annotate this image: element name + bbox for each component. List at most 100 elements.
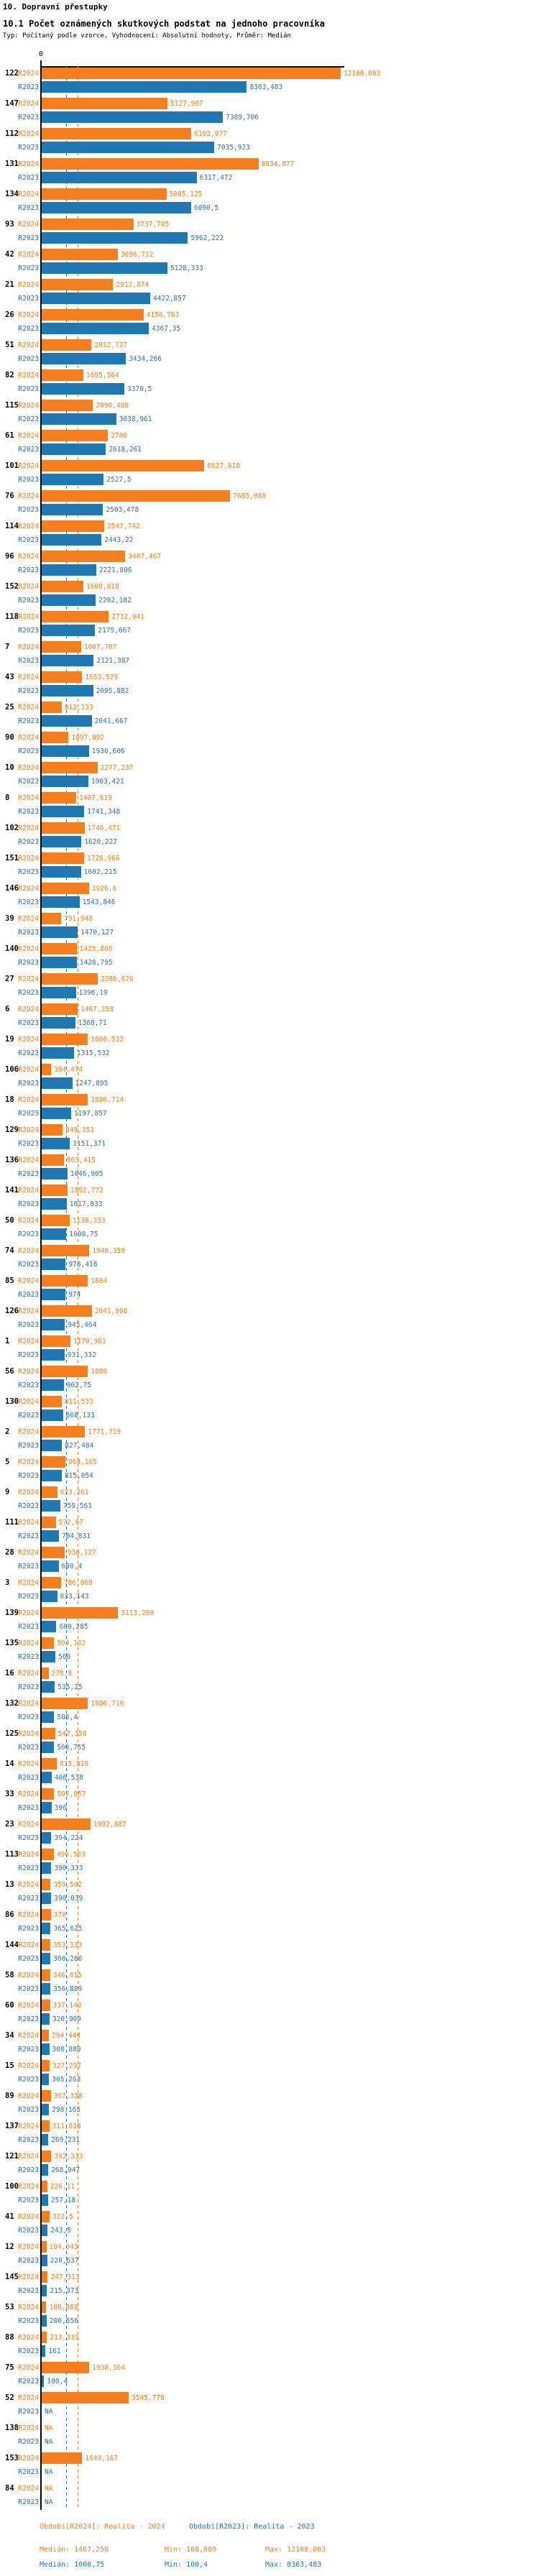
series-label-r2023: R2023 [18, 597, 39, 604]
category-label: 18 [5, 1095, 14, 1104]
series-label-r2024: R2024 [18, 2122, 39, 2130]
bar-r2024 [42, 68, 341, 79]
bar-r2023 [42, 1892, 52, 1904]
value-label-r2023: 3038,961 [119, 415, 152, 423]
bar-r2023 [42, 413, 116, 425]
bar-r2024 [42, 1064, 52, 1075]
series-label-r2024: R2024 [18, 553, 39, 561]
series-label-r2023: R2023 [18, 385, 39, 393]
bar-r2024 [42, 2030, 50, 2041]
value-label-r2023: 704,831 [62, 1532, 91, 1540]
series-label-r2024: R2024 [18, 2213, 39, 2221]
category-label: 90 [5, 733, 14, 742]
bar-r2024 [42, 369, 83, 381]
value-label-r2024: 1992,887 [93, 1821, 126, 1828]
value-label-r2023: 1396,19 [78, 989, 108, 997]
bar-r2024 [42, 218, 134, 230]
category-label: 93 [5, 220, 14, 229]
category-label: 111 [5, 1518, 19, 1527]
series-label-r2024: R2024 [18, 824, 39, 832]
value-label-r2024: 353,333 [53, 1941, 83, 1949]
category-label: 101 [5, 461, 19, 470]
value-label-r2023: 2221,806 [98, 566, 132, 574]
series-label-r2024: R2024 [18, 251, 39, 259]
series-label-r2023: R2023 [18, 1170, 39, 1178]
bar-r2023 [42, 2375, 45, 2387]
value-label-r2023: 1368,71 [78, 1019, 107, 1027]
series-label-r2023: R2023 [18, 1593, 39, 1601]
value-label-r2024: 2547,742 [106, 523, 140, 530]
category-label: 25 [5, 703, 14, 712]
category-label: 85 [5, 1276, 14, 1285]
series-label-r2024: R2024 [18, 1639, 39, 1647]
value-label-r2023: 8363,483 [249, 83, 283, 91]
bar-r2023 [42, 474, 104, 485]
category-label: 126 [5, 1307, 19, 1315]
category-label: 21 [5, 280, 14, 289]
bar-r2024 [42, 1034, 88, 1045]
bar-r2023 [42, 685, 93, 696]
category-label: 121 [5, 2152, 19, 2161]
bar-r2024 [42, 1849, 54, 1860]
series-label-r2024: R2024 [18, 1398, 39, 1406]
category-label: 106 [5, 1065, 19, 1074]
value-label-r2023: 200,556 [49, 2317, 78, 2325]
bar-r2024 [42, 2332, 47, 2343]
bar-r2023 [42, 1500, 60, 1512]
series-label-r2023: R2023 [18, 929, 39, 937]
series-label-r2023: R2023 [18, 2046, 39, 2053]
category-label: 125 [5, 1729, 19, 1738]
chart-title: 10.1 Počet oznámených skutkových podstat… [3, 19, 325, 29]
series-label-r2024: R2024 [18, 1338, 39, 1346]
series-label-r2023: R2023 [18, 717, 39, 725]
value-label-r2023: 1602,215 [83, 868, 117, 876]
series-label-r2024: R2024 [18, 100, 39, 108]
bar-r2024 [42, 2301, 47, 2313]
value-label-r2023: 759,561 [63, 1502, 92, 1510]
series-label-r2023: R2023 [18, 295, 39, 303]
value-label-r2023: 2443,22 [104, 536, 134, 544]
bar-r2024 [42, 309, 144, 321]
value-label-r2023: 1903,421 [91, 778, 124, 786]
series-label-r2024: R2024 [18, 2062, 39, 2070]
value-label-r2023: 508,4 [57, 1714, 78, 1721]
series-label-r2023: R2023 [18, 1744, 39, 1752]
value-label-r2023: 974 [68, 1291, 81, 1299]
series-label-r2023: R2023 [18, 1291, 39, 1299]
value-label-r2024: 1097,802 [71, 734, 105, 742]
bar-r2024 [42, 611, 109, 622]
value-label-r2023: 6090,5 [193, 204, 219, 212]
series-label-r2023: R2023 [18, 264, 39, 272]
series-label-r2024: R2024 [18, 2273, 39, 2281]
bar-r2024 [42, 1517, 56, 1528]
value-label-r2023: 1151,371 [73, 1140, 106, 1148]
category-label: 102 [5, 824, 19, 832]
series-label-r2024: R2024 [18, 1156, 39, 1164]
value-label-r2023: 868,133 [65, 1412, 95, 1420]
series-label-r2024: R2024 [18, 190, 39, 198]
value-label-r2024: 346,815 [52, 1972, 82, 1979]
series-label-r2023: R2023 [18, 1230, 39, 1238]
value-label-r2024: 786,069 [63, 1579, 93, 1587]
value-label-r2024: 6103,077 [194, 130, 228, 138]
series-label-r2024: R2024 [18, 2394, 39, 2402]
series-label-r2024: R2024 [18, 1217, 39, 1225]
category-label: 146 [5, 884, 19, 893]
series-label-r2023: R2023 [18, 657, 39, 665]
category-label: 138 [5, 2424, 19, 2432]
series-label-r2023: R2023 [18, 627, 39, 635]
bar-r2023 [42, 1862, 52, 1874]
bar-r2023 [42, 1409, 63, 1421]
value-label-r2024: 311,818 [52, 2122, 81, 2130]
series-label-r2024: R2024 [18, 704, 39, 712]
bar-r2023 [42, 1953, 51, 1964]
bar-r2023 [42, 1138, 70, 1149]
bar-r2023 [42, 111, 224, 123]
series-label-r2024: R2024 [18, 1368, 39, 1376]
category-label: 3 [5, 1578, 10, 1587]
series-label-r2023: R2023 [18, 2076, 39, 2084]
bar-r2023 [42, 1681, 55, 1693]
category-label: 75 [5, 2363, 14, 2372]
series-label-r2023: R2023 [18, 476, 39, 484]
